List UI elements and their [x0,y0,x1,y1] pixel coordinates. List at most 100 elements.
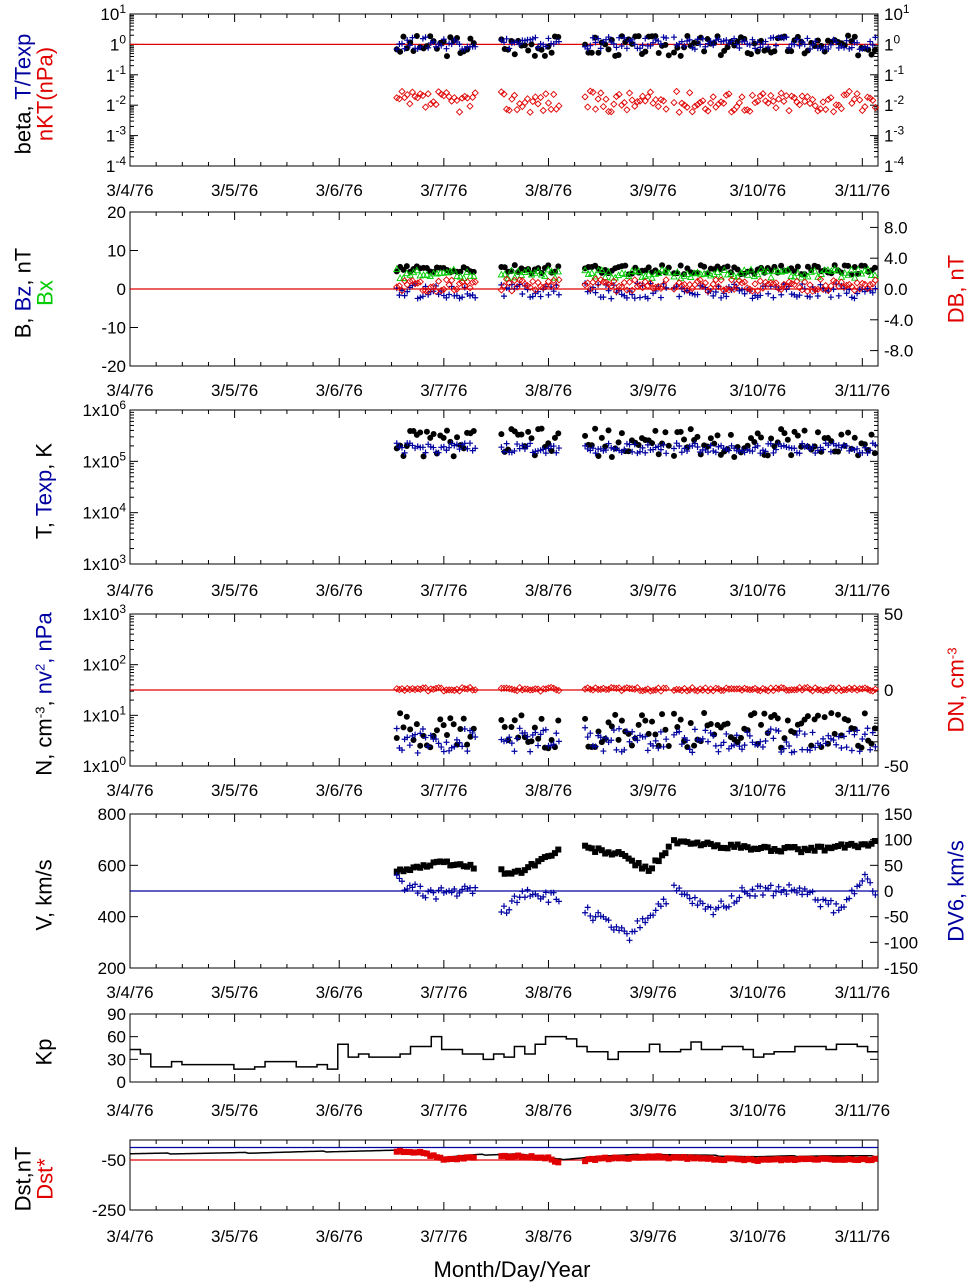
data-point [457,1154,464,1161]
data-point [660,896,667,903]
y-axis-label-segment: Bx [33,280,58,306]
data-point [737,734,744,741]
y-right-tick-label: 150 [884,805,912,824]
data-point [464,445,471,452]
data-point [677,716,684,723]
data-point [463,685,472,693]
data-point [677,428,684,435]
data-point [438,744,445,751]
y-right-tick-label-mantissa: 10 [884,5,903,24]
x-tick-label: 3/5/76 [211,181,258,200]
data-point [432,684,440,693]
data-point [660,34,667,41]
data-point [751,845,758,852]
data-point [615,439,622,446]
data-point [691,840,698,847]
data-point [443,858,450,865]
data-point [677,52,684,59]
data-point [610,100,618,108]
y-right-tick-label-mantissa: 1 [884,35,893,54]
data-point [856,96,864,104]
data-point [529,35,536,42]
data-point [811,102,819,110]
data-point [681,838,688,845]
data-point [469,292,476,299]
data-point [814,1156,821,1163]
data-point [822,897,829,904]
bfield-series-diamond [393,275,880,295]
data-point [850,95,859,103]
data-point [539,283,547,292]
y-right-tick-label-exponent: 0 [893,32,900,46]
panel-beta: 3/4/76 3/5/76 3/6/76 3/7/76 3/8/76 3/9/76 3/10… [11,2,910,200]
data-point [717,844,724,851]
data-point [872,285,879,292]
data-point [808,287,817,295]
data-point [662,105,670,113]
y-right-tick-label: 1-2 [884,93,904,115]
data-point [459,886,466,893]
data-point [508,287,516,295]
data-point [508,685,516,693]
data-point [734,266,741,273]
data-point [433,896,439,903]
data-point [544,99,553,107]
data-point [659,97,668,105]
data-point [784,717,791,724]
data-point [872,743,879,750]
y-right-tick-label: -50 [884,908,909,927]
data-point [589,278,597,286]
data-point [612,684,621,693]
data-point [468,93,477,101]
data-point [407,1149,414,1156]
data-point [597,685,605,694]
data-point [635,860,642,867]
data-point [663,736,670,743]
data-point [867,447,874,454]
data-point [721,844,728,851]
data-point [744,844,751,851]
data-point [869,687,877,695]
data-point [712,684,720,692]
data-point [788,686,796,694]
y-axis-label: V, km/s [32,859,57,930]
data-point [423,1150,430,1157]
y-tick-label: 30 [107,1050,126,1069]
data-point [461,440,468,447]
data-point [623,728,630,735]
data-point [841,441,847,448]
data-point [623,294,630,301]
y-tick-label: -20 [101,357,126,376]
data-point [701,1155,708,1162]
data-point [709,687,717,695]
data-point [846,895,853,902]
data-point [501,1152,508,1159]
data-point [723,730,730,737]
data-point [773,42,779,49]
data-point [704,839,711,846]
data-point [801,1156,808,1163]
data-point [633,282,642,290]
data-point [746,41,753,48]
data-point [422,449,429,456]
data-point [631,295,638,302]
data-point [453,272,461,279]
data-point [855,52,862,59]
data-point [734,38,741,45]
data-point [508,870,515,877]
data-point [770,294,777,301]
data-point [597,89,605,97]
data-point [754,742,761,749]
y-tick-label: 0 [117,1073,126,1092]
data-point [837,278,846,286]
data-point [807,45,813,52]
data-point [472,734,479,741]
data-point [525,1154,532,1161]
data-point [419,35,426,42]
data-point [511,273,519,281]
data-point [584,734,591,741]
data-point [538,1154,545,1161]
data-point [527,270,536,278]
data-point [736,287,743,294]
data-point [809,729,816,736]
